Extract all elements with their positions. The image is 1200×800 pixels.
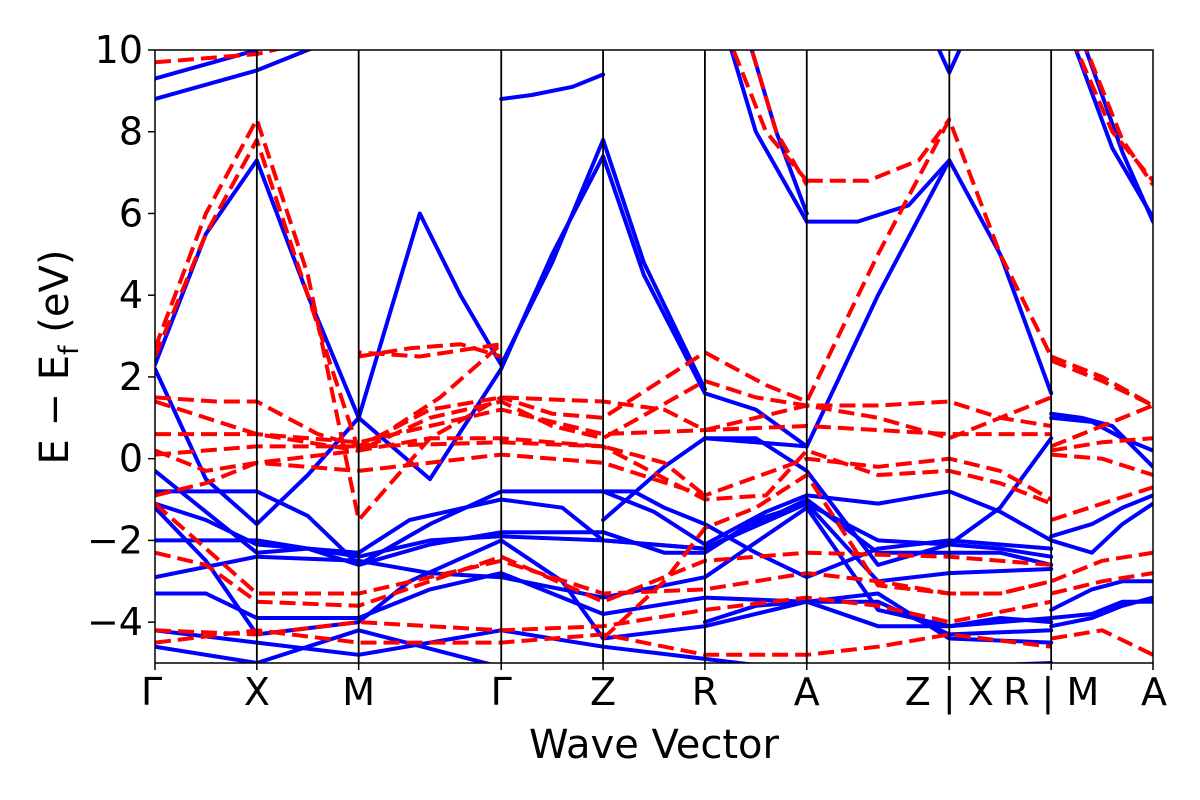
x-tick-label: R <box>692 670 718 714</box>
blue-band-25 <box>1049 501 1153 555</box>
red-band-10 <box>155 550 1052 608</box>
y-tick-label: 0 <box>119 437 143 481</box>
y-tick-label: −2 <box>87 518 143 562</box>
y-tick-label: 4 <box>119 273 143 317</box>
red-band-16 <box>749 50 809 186</box>
x-tick-label: A <box>794 670 820 714</box>
red-band-8 <box>155 436 707 498</box>
x-tick-label: A <box>1141 670 1167 714</box>
y-tick-label: 10 <box>95 28 143 72</box>
plot-frame <box>154 49 1154 664</box>
blue-band-3 <box>155 50 259 81</box>
blue-band-4 <box>499 72 606 101</box>
blue-band-22 <box>1049 411 1153 469</box>
y-axis-label: E − Ef (eV) <box>32 250 85 465</box>
high-symmetry-lines <box>255 50 1053 663</box>
blue-band-28 <box>1049 595 1153 629</box>
blue-band-23 <box>1049 415 1153 453</box>
blue-band-13 <box>155 628 494 663</box>
x-tick-label: X <box>244 670 270 714</box>
red-band-23 <box>1050 485 1153 522</box>
x-tick-label: Z <box>590 670 616 714</box>
red-band-6 <box>155 440 1052 506</box>
x-tick-label: Γ <box>491 670 512 714</box>
x-tick-label: R | M <box>1003 670 1099 715</box>
y-axis-label-text: E − Ef (eV) <box>32 250 85 465</box>
y-tick-label: 6 <box>119 191 143 235</box>
y-axis-label-subscript: f <box>54 344 85 355</box>
blue-band-26 <box>1049 579 1153 612</box>
y-axis-label-main: E − E <box>32 355 78 465</box>
blue-band-24 <box>1049 493 1153 539</box>
x-tick-label: Γ <box>141 670 162 714</box>
red-band-1 <box>155 117 1053 522</box>
blue-band-18 <box>804 158 952 224</box>
red-band-5 <box>155 407 1052 445</box>
blue-band-14 <box>601 489 1054 580</box>
red-band-0 <box>155 137 1052 453</box>
red-band-17 <box>358 342 502 359</box>
red-band-18 <box>1050 354 1153 408</box>
red-band-24 <box>1050 550 1153 584</box>
blue-band-16 <box>702 436 809 449</box>
red-band-28 <box>1084 50 1153 187</box>
red-band-25 <box>1050 571 1153 596</box>
x-tick-label: Z | X <box>905 670 994 715</box>
blue-band-30 <box>1073 50 1153 220</box>
y-axis-label-unit: (eV) <box>32 250 78 346</box>
y-tick-label: 8 <box>119 110 143 154</box>
red-band-14 <box>806 118 951 183</box>
blue-band-19 <box>729 50 809 224</box>
red-band-12 <box>155 628 1052 657</box>
x-axis-label: Wave Vector <box>529 722 780 768</box>
red-band-21 <box>1050 436 1153 453</box>
blue-band-17 <box>702 599 1054 629</box>
red-band-26 <box>1050 628 1153 657</box>
red-band-22 <box>1051 452 1153 477</box>
red-band-19 <box>1050 358 1153 408</box>
x-tick-label: M <box>342 670 375 714</box>
blue-band-5 <box>155 489 1054 567</box>
red-band-20 <box>1050 403 1153 449</box>
y-tick-label: 2 <box>119 355 143 399</box>
y-tick-label: −4 <box>87 600 143 644</box>
y-axis-ticks: −4 −2 0 2 4 6 8 10 <box>87 28 155 644</box>
